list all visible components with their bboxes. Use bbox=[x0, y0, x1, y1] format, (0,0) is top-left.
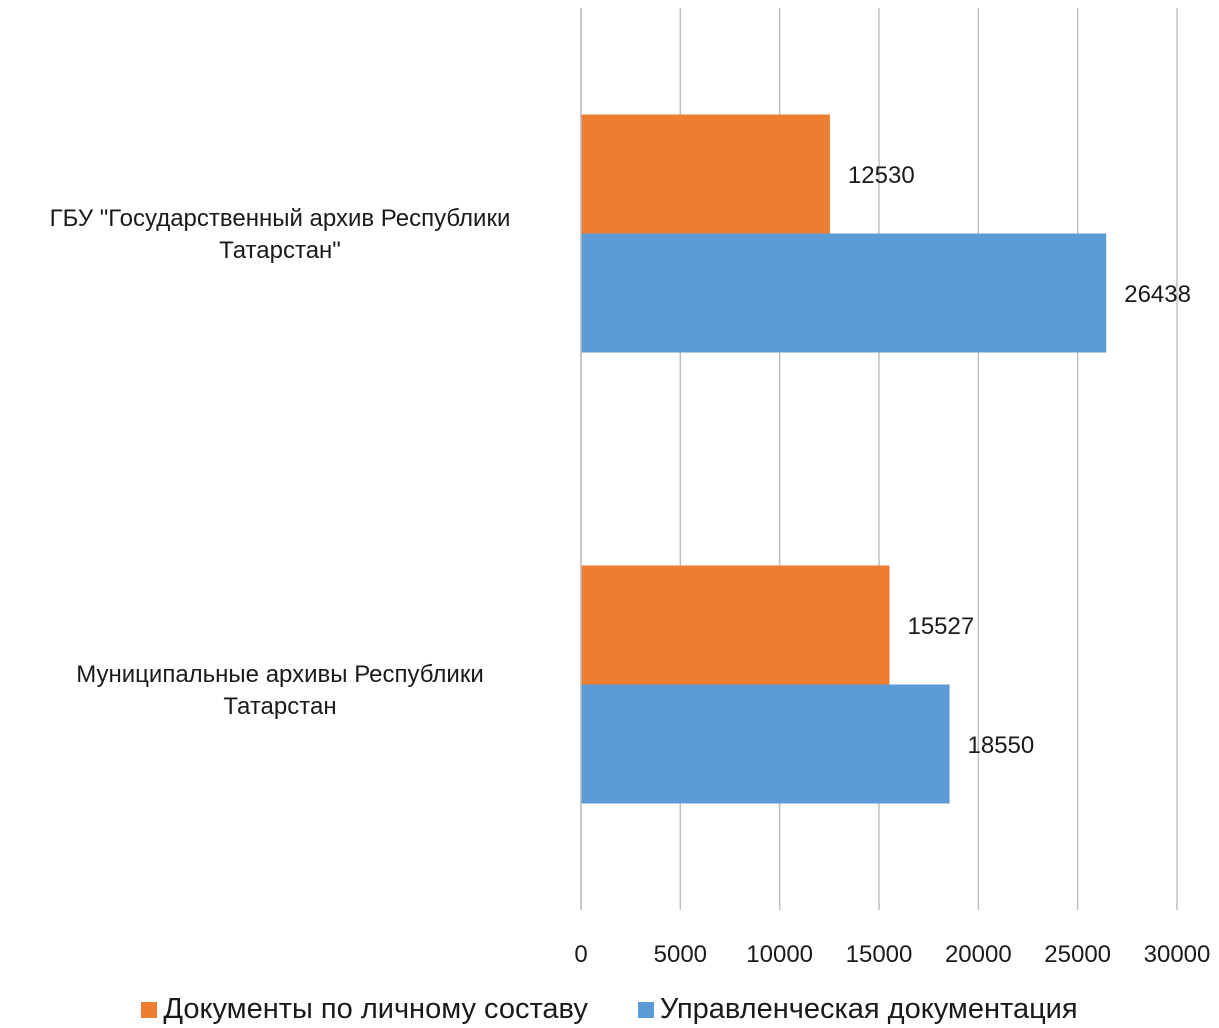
data-label: 26438 bbox=[1124, 281, 1191, 308]
bar bbox=[581, 565, 890, 685]
category-label-municipal: Муниципальные архивы Республики Татарста… bbox=[0, 659, 560, 723]
category-label-line: Муниципальные архивы Республики bbox=[76, 661, 484, 688]
data-label: 15527 bbox=[907, 613, 974, 640]
bar bbox=[581, 114, 830, 234]
legend-label: Управленческая документация bbox=[659, 993, 1078, 1025]
data-label: 18550 bbox=[968, 732, 1035, 759]
legend-label: Документы по личному составу bbox=[163, 993, 588, 1025]
x-tick-label: 15000 bbox=[846, 941, 913, 968]
x-tick-label: 5000 bbox=[654, 941, 707, 968]
category-label-line: Татарстан" bbox=[219, 237, 341, 264]
category-label-line: Татарстан bbox=[223, 693, 337, 720]
x-tick-label: 25000 bbox=[1044, 941, 1111, 968]
bar bbox=[581, 684, 950, 804]
legend-item-personnel: Документы по личному составу bbox=[141, 993, 588, 1026]
legend-swatch-blue bbox=[637, 1001, 654, 1018]
category-label-gosarchiv: ГБУ "Государственный архив Республики Та… bbox=[0, 203, 560, 267]
x-tick-label: 0 bbox=[574, 941, 587, 968]
legend: Документы по личному составу Управленчес… bbox=[0, 993, 1219, 1026]
bar bbox=[581, 233, 1107, 353]
data-label: 12530 bbox=[848, 162, 915, 189]
legend-swatch-orange bbox=[141, 1001, 158, 1018]
x-tick-label: 20000 bbox=[945, 941, 1012, 968]
category-label-line: ГБУ "Государственный архив Республики bbox=[49, 205, 511, 232]
legend-item-management: Управленческая документация bbox=[637, 993, 1078, 1026]
x-tick-label: 10000 bbox=[746, 941, 813, 968]
x-tick-label: 30000 bbox=[1144, 941, 1211, 968]
